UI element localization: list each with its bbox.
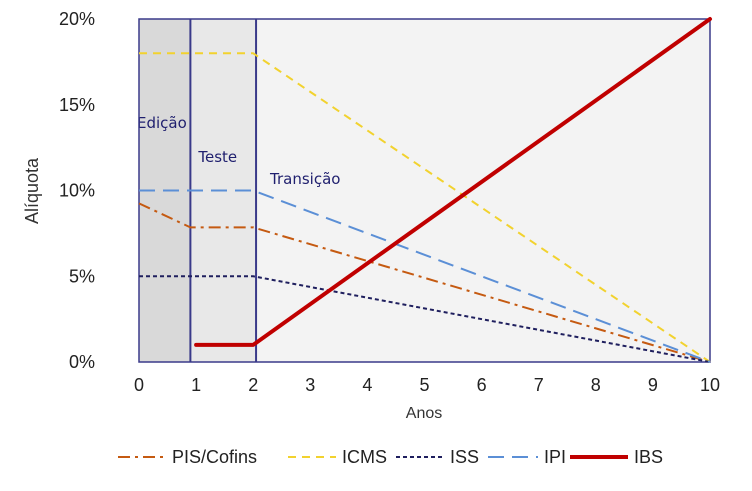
x-axis-title: Anos bbox=[406, 405, 442, 422]
series-line-ibs bbox=[194, 17, 712, 347]
x-tick-label: 9 bbox=[648, 375, 658, 395]
legend: PIS/Cofins ICMS ISS IPI IBS bbox=[118, 447, 663, 467]
x-tick-label: 1 bbox=[191, 375, 201, 395]
series-line-iss bbox=[139, 275, 711, 363]
legend-item-iss: ISS bbox=[396, 447, 479, 467]
labels: Alíquota Anos bbox=[22, 157, 442, 422]
x-tick-label: 3 bbox=[305, 375, 315, 395]
legend-label-ibs: IBS bbox=[634, 447, 663, 467]
y-tick-label: 0% bbox=[69, 352, 95, 372]
x-tick-label: 0 bbox=[134, 375, 144, 395]
y-tick-label: 10% bbox=[59, 181, 95, 201]
legend-label-pis-cofins: PIS/Cofins bbox=[172, 447, 257, 467]
phase-band-transicao bbox=[256, 19, 710, 362]
y-tick-label: 20% bbox=[59, 9, 95, 29]
x-tick-label: 7 bbox=[534, 375, 544, 395]
legend-label-icms: ICMS bbox=[342, 447, 387, 467]
legend-label-iss: ISS bbox=[450, 447, 479, 467]
y-tick-label: 5% bbox=[69, 266, 95, 286]
series-line-pis-cofins bbox=[138, 202, 711, 363]
series-line-icms bbox=[139, 52, 711, 363]
x-tick-label: 4 bbox=[362, 375, 372, 395]
phase-label-teste: Teste bbox=[197, 148, 237, 166]
y-tick-label: 15% bbox=[59, 95, 95, 115]
phase-label-transicao: Transição bbox=[269, 170, 340, 188]
x-tick-label: 2 bbox=[248, 375, 258, 395]
x-tick-label: 6 bbox=[477, 375, 487, 395]
legend-label-ipi: IPI bbox=[544, 447, 566, 467]
x-tick-label: 8 bbox=[591, 375, 601, 395]
phase-label-edicao: Edição bbox=[137, 114, 187, 132]
axes: 0% 5% 10% 15% 20% 0 1 2 3 4 5 6 7 8 9 10 bbox=[59, 9, 720, 395]
x-tick-label: 10 bbox=[700, 375, 720, 395]
y-axis-title: Alíquota bbox=[22, 157, 42, 224]
legend-item-ibs: IBS bbox=[570, 447, 663, 467]
series-lines bbox=[138, 17, 712, 363]
legend-item-pis-cofins: PIS/Cofins bbox=[118, 447, 257, 467]
series-line-ipi bbox=[139, 189, 711, 363]
legend-item-ipi: IPI bbox=[488, 447, 566, 467]
x-tick-label: 5 bbox=[419, 375, 429, 395]
legend-item-icms: ICMS bbox=[288, 447, 387, 467]
